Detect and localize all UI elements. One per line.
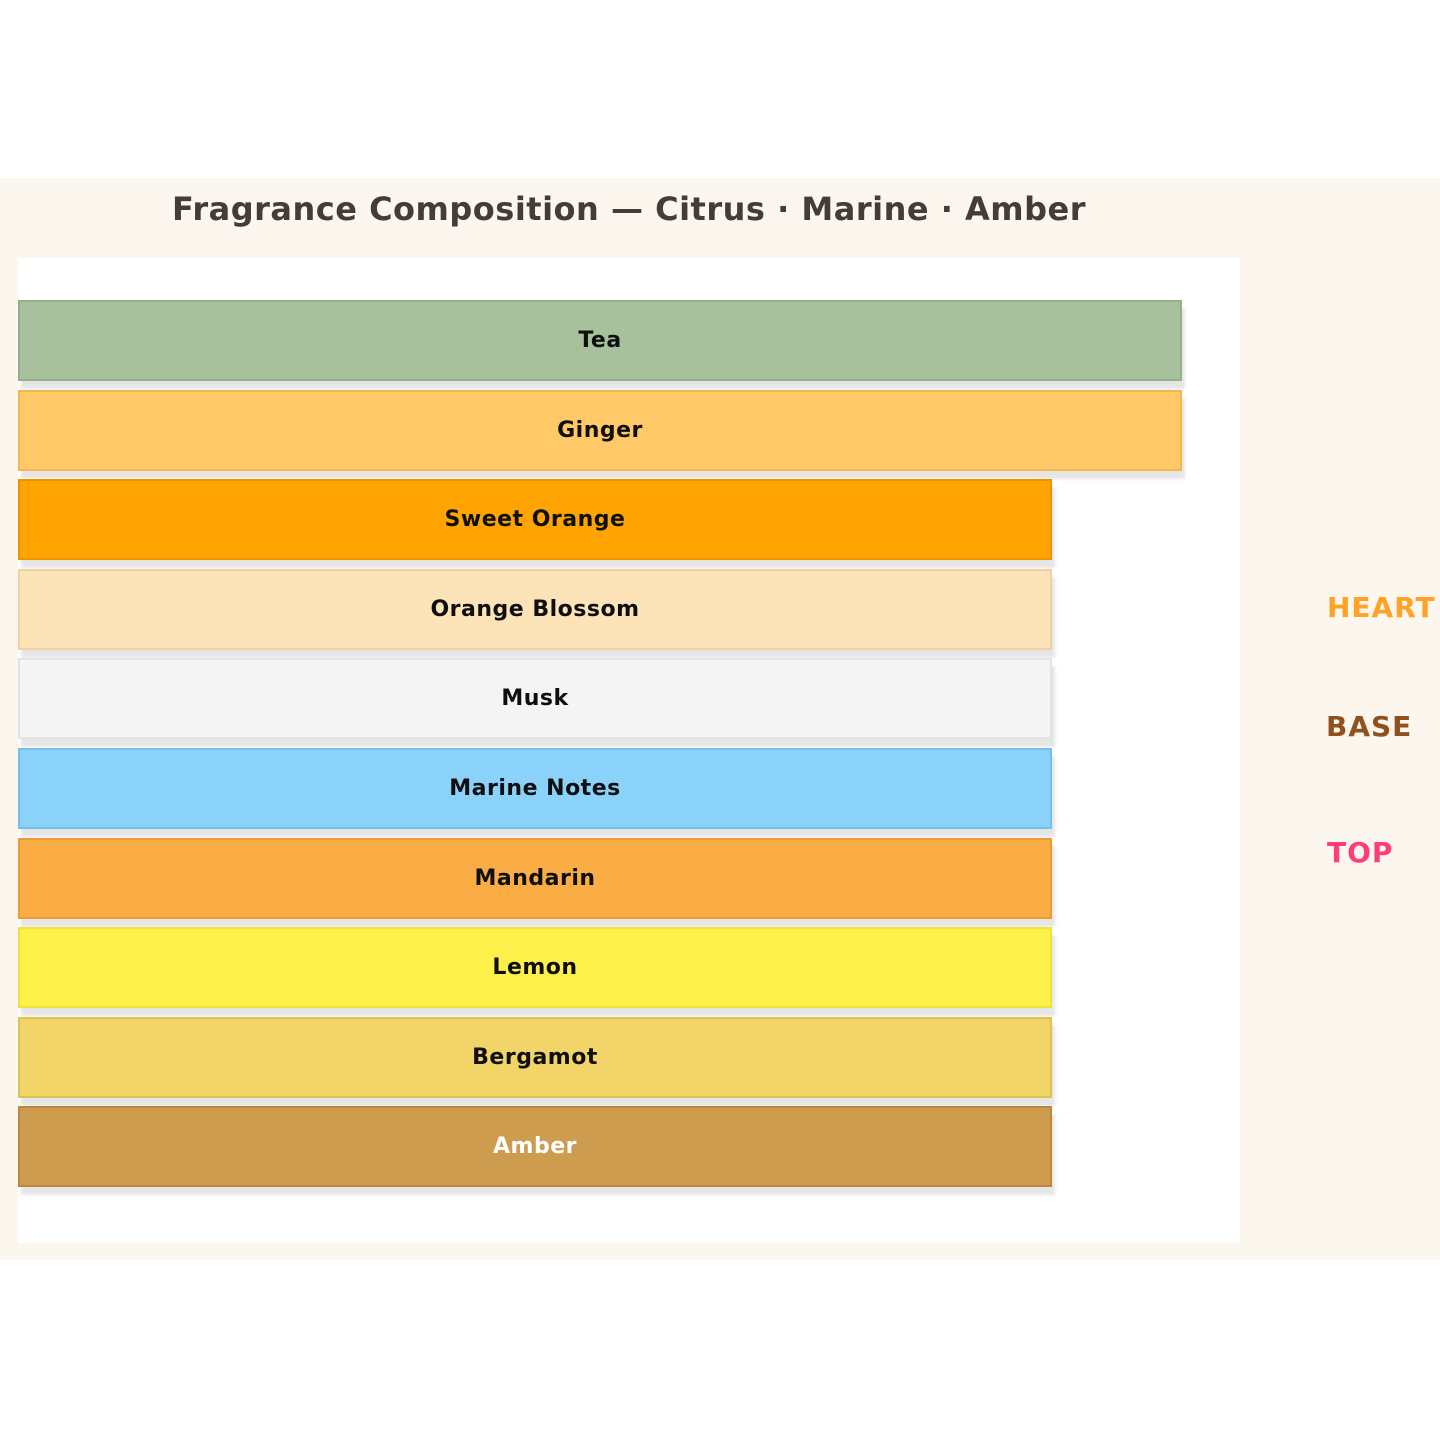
note-bar-label: Tea [578, 328, 622, 353]
note-bar-label: Lemon [492, 955, 578, 980]
note-bar-label: Musk [501, 686, 569, 711]
note-bar-label: Bergamot [472, 1045, 598, 1070]
note-bar-label: Sweet Orange [444, 507, 626, 532]
chart-title: Fragrance Composition — Citrus · Marine … [172, 190, 1086, 228]
note-bar-label: Mandarin [474, 866, 596, 891]
note-bar-lemon: Lemon [18, 927, 1052, 1008]
note-bar-label: Ginger [557, 418, 643, 443]
note-bar-label: Amber [493, 1134, 577, 1159]
legend-label-heart: HEART [1327, 591, 1436, 624]
note-bar-sweet-orange: Sweet Orange [18, 479, 1052, 560]
note-bar-label: Marine Notes [449, 776, 621, 801]
note-bar-marine-notes: Marine Notes [18, 748, 1052, 829]
legend-label-top: TOP [1327, 836, 1394, 869]
chart-panel: Tea Ginger Sweet Orange Orange Blossom Musk M… [18, 258, 1240, 1243]
note-bar-bergamot: Bergamot [18, 1017, 1052, 1098]
note-bar-label: Orange Blossom [430, 597, 640, 622]
legend-label-base: BASE [1326, 710, 1413, 743]
note-bar-tea: Tea [18, 300, 1182, 381]
note-bar-orange-blossom: Orange Blossom [18, 569, 1052, 650]
note-bar-mandarin: Mandarin [18, 838, 1052, 919]
note-bar-musk: Musk [18, 658, 1052, 739]
note-bar-amber: Amber [18, 1106, 1052, 1187]
note-bar-ginger: Ginger [18, 390, 1182, 471]
